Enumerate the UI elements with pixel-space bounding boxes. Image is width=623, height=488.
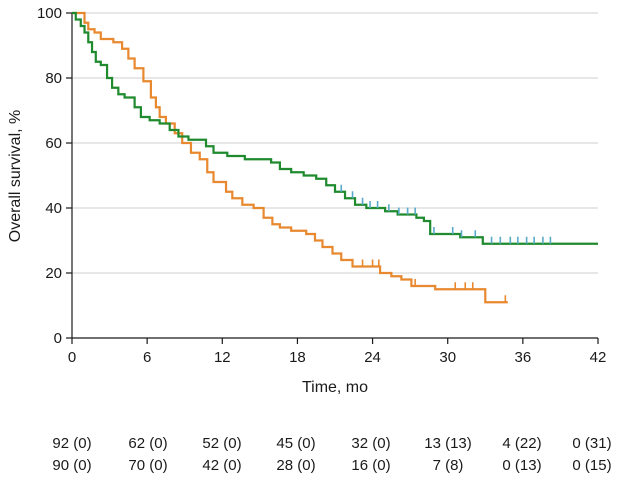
y-tick-label-60: 60 <box>45 135 62 152</box>
survival-curves <box>72 11 598 304</box>
risk-cell: 45 (0) <box>276 435 315 452</box>
y-axis-title: Overall survival, % <box>7 110 24 242</box>
x-tick-label-24: 24 <box>364 349 381 366</box>
risk-cell: 4 (22) <box>502 435 541 452</box>
risk-cell: 7 (8) <box>433 457 464 474</box>
curve-group-b <box>72 11 508 304</box>
grid-lines <box>72 12 598 274</box>
risk-cell: 0 (15) <box>572 457 611 474</box>
risk-cell: 16 (0) <box>351 457 390 474</box>
x-tick-label-0: 0 <box>68 349 76 366</box>
x-tick-label-42: 42 <box>590 349 607 366</box>
risk-cell: 90 (0) <box>52 457 91 474</box>
risk-cell: 28 (0) <box>276 457 315 474</box>
axis-ticks: 0 6 12 18 24 30 36 42 0 20 40 60 80 100 <box>37 5 606 366</box>
risk-cell: 92 (0) <box>52 435 91 452</box>
x-tick-label-18: 18 <box>289 349 306 366</box>
x-axis-title: Time, mo <box>302 379 368 396</box>
y-tick-label-20: 20 <box>45 265 62 282</box>
risk-cell: 13 (13) <box>424 435 472 452</box>
y-tick-label-100: 100 <box>37 5 62 22</box>
x-tick-label-36: 36 <box>515 349 532 366</box>
x-tick-label-30: 30 <box>439 349 456 366</box>
curve-group-a <box>72 11 598 245</box>
x-tick-label-6: 6 <box>143 349 151 366</box>
risk-cell: 32 (0) <box>351 435 390 452</box>
risk-cell: 62 (0) <box>128 435 167 452</box>
axes <box>71 13 598 339</box>
risk-cell: 70 (0) <box>128 457 167 474</box>
censor-marks <box>340 184 552 303</box>
risk-cell: 52 (0) <box>202 435 241 452</box>
risk-table: 92 (0) 62 (0) 52 (0) 45 (0) 32 (0) 13 (13) 4 (… <box>52 435 611 474</box>
y-tick-label-80: 80 <box>45 70 62 87</box>
y-tick-label-40: 40 <box>45 200 62 217</box>
x-tick-label-12: 12 <box>214 349 231 366</box>
risk-cell: 42 (0) <box>202 457 241 474</box>
risk-cell: 0 (31) <box>572 435 611 452</box>
risk-cell: 0 (13) <box>502 457 541 474</box>
y-tick-label-0: 0 <box>54 330 62 347</box>
